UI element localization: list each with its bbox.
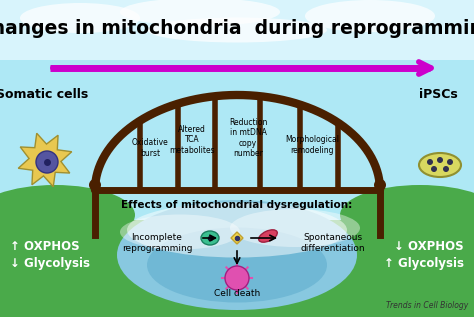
Bar: [0, 220, 474, 317]
Ellipse shape: [147, 17, 327, 42]
Ellipse shape: [419, 153, 461, 177]
Circle shape: [374, 179, 386, 191]
Text: ↓ OXPHOS: ↓ OXPHOS: [394, 241, 464, 254]
Polygon shape: [18, 133, 72, 187]
Ellipse shape: [259, 230, 277, 242]
Circle shape: [225, 266, 249, 290]
Ellipse shape: [0, 185, 135, 245]
Ellipse shape: [120, 215, 240, 249]
Circle shape: [431, 166, 437, 172]
Text: Changes in mitochondria  during reprogramming: Changes in mitochondria during reprogram…: [0, 18, 474, 37]
Circle shape: [89, 179, 101, 191]
Circle shape: [437, 157, 443, 163]
Circle shape: [36, 151, 58, 173]
Circle shape: [443, 166, 449, 172]
Ellipse shape: [147, 228, 327, 302]
Ellipse shape: [201, 231, 219, 245]
Text: ↑ OXPHOS: ↑ OXPHOS: [10, 241, 80, 254]
Circle shape: [447, 159, 453, 165]
Text: Spontaneous
differentiation: Spontaneous differentiation: [301, 233, 365, 253]
Text: Cell death: Cell death: [214, 288, 260, 297]
FancyBboxPatch shape: [0, 0, 474, 60]
Text: Oxidative
burst: Oxidative burst: [132, 138, 168, 158]
Ellipse shape: [117, 200, 357, 310]
Ellipse shape: [305, 0, 435, 32]
Text: Trends in Cell Biology: Trends in Cell Biology: [386, 301, 468, 310]
Ellipse shape: [127, 203, 347, 257]
Text: Effects of mitochondrial dysregulation:: Effects of mitochondrial dysregulation:: [121, 200, 353, 210]
Text: Altered
TCA
metabolites: Altered TCA metabolites: [169, 125, 215, 155]
Text: Somatic cells: Somatic cells: [0, 88, 88, 101]
Ellipse shape: [340, 185, 474, 245]
Text: Morphological
remodeling: Morphological remodeling: [285, 135, 339, 155]
Ellipse shape: [20, 3, 140, 33]
Ellipse shape: [230, 209, 360, 247]
Text: ↑ Glycolysis: ↑ Glycolysis: [384, 256, 464, 269]
Ellipse shape: [120, 0, 280, 26]
Text: Reduction
in mtDNA
copy
number: Reduction in mtDNA copy number: [229, 118, 267, 158]
Text: ↓ Glycolysis: ↓ Glycolysis: [10, 256, 90, 269]
Circle shape: [427, 159, 433, 165]
Text: iPSCs: iPSCs: [419, 88, 457, 101]
Polygon shape: [231, 232, 243, 244]
Text: Incomplete
reprogramming: Incomplete reprogramming: [122, 233, 192, 253]
